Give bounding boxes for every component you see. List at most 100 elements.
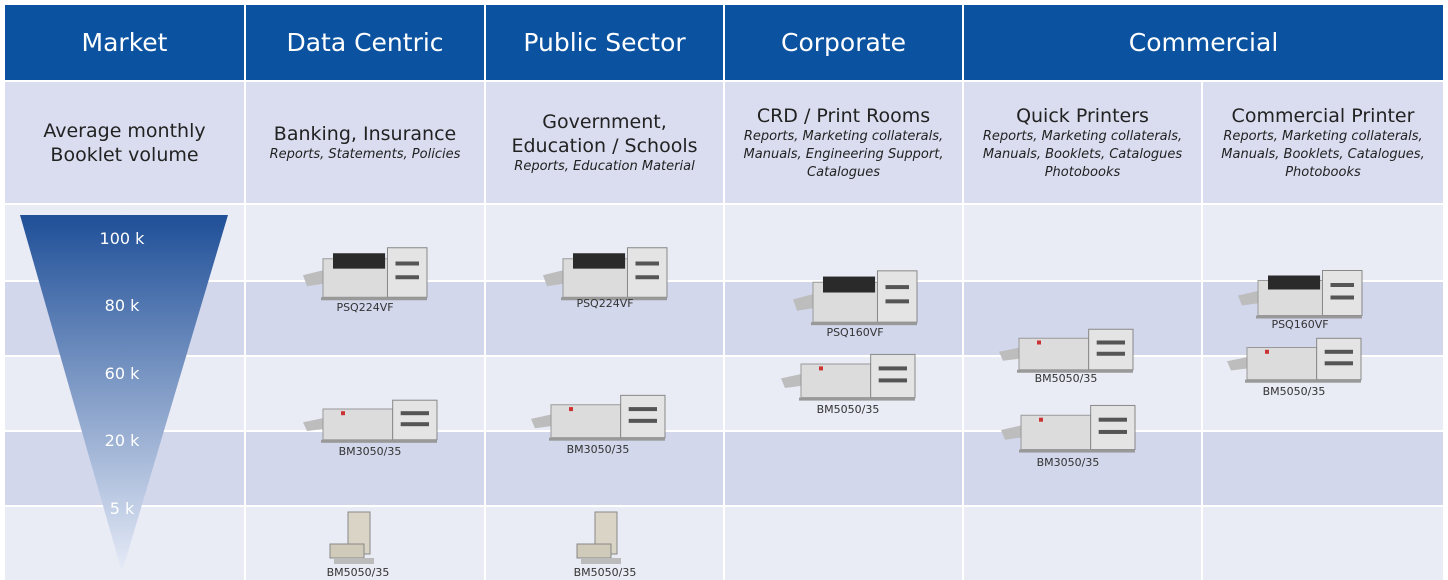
printer-part [1256, 315, 1362, 319]
product-label: BM5050/35 [1262, 385, 1326, 398]
band-cell [725, 205, 962, 280]
printer-part [392, 399, 438, 441]
printer-part [321, 297, 427, 301]
band-cell [725, 507, 962, 580]
product-label: BM5050/35 [816, 403, 880, 416]
printer-part [395, 275, 419, 280]
band-cell [1203, 205, 1443, 280]
printer-part [569, 407, 573, 412]
printer-icon [576, 511, 621, 564]
printer-part [303, 269, 325, 287]
product-label: BM5050/35 [1034, 372, 1098, 385]
printer-icon [1238, 270, 1363, 319]
segment-subtitle: Reports, Marketing collaterals, Manuals,… [743, 128, 944, 180]
printer-part [626, 247, 668, 298]
printer-part [1017, 369, 1133, 373]
header-cell: Commercial [964, 5, 1443, 80]
printer-part [1265, 349, 1269, 354]
printer-part [1321, 270, 1363, 316]
printer-part [1227, 356, 1249, 371]
printer-part [1020, 414, 1092, 451]
volume-level: 100 k [99, 229, 145, 248]
segment-cell: Commercial Printer Reports, Marketing col… [1203, 82, 1443, 203]
segment-title: Banking, Insurance [273, 122, 457, 145]
printer-part [322, 408, 394, 441]
printer-part [543, 269, 565, 287]
segment-title: CRD / Print Rooms [756, 104, 931, 127]
printer-part [811, 322, 917, 326]
band-cell [246, 432, 484, 505]
printer-part [1330, 295, 1354, 300]
printer-part [1324, 349, 1353, 354]
printer-icon [303, 399, 438, 443]
printer-part [333, 253, 386, 269]
printer-icon [999, 328, 1134, 373]
segment-cell: CRD / Print Rooms Reports, Marketing coll… [725, 82, 962, 203]
product-label: PSQ160VF [826, 326, 884, 339]
printer-part [549, 437, 665, 441]
printer-part [635, 275, 659, 280]
printer-icon [543, 247, 668, 301]
printer-part [1001, 425, 1023, 440]
printer-part [635, 261, 659, 266]
volume-level: 5 k [109, 499, 135, 518]
segment-cell: Quick Printers Reports, Marketing collate… [964, 82, 1201, 203]
band-cell [964, 205, 1201, 280]
header-cell: Data Centric [246, 5, 484, 80]
printer-part [1330, 283, 1354, 287]
printer-part [878, 366, 907, 371]
printer-part [628, 407, 657, 412]
segment-subtitle: Reports, Marketing collaterals, Manuals,… [982, 128, 1183, 180]
band-cell [1203, 507, 1443, 580]
printer-part [1316, 337, 1362, 381]
header-cell: Corporate [725, 5, 962, 80]
printer-part [1037, 340, 1041, 345]
header-cell: Market [5, 5, 244, 80]
printer-icon [1227, 337, 1362, 383]
segment-subtitle: Reports, Statements, Policies [269, 146, 461, 162]
printer-part [1098, 429, 1127, 434]
printer-part [1018, 337, 1090, 371]
band-cell [964, 507, 1201, 580]
printer-part [781, 373, 803, 388]
printer-icon [781, 353, 916, 401]
segment-title: Quick Printers [1016, 104, 1149, 127]
volume-level: 20 k [104, 431, 140, 450]
printer-part [386, 247, 428, 298]
printer-part [531, 414, 553, 429]
printer-part [576, 543, 612, 559]
printer-part [341, 411, 345, 416]
printer-part [1238, 290, 1260, 306]
printer-part [885, 285, 909, 290]
printer-part [878, 378, 907, 383]
printer-part [1246, 347, 1318, 381]
market-cell: Average monthly Booklet volume [5, 82, 244, 203]
product-label: BM5050/35 [573, 566, 637, 579]
product-label: BM3050/35 [566, 443, 630, 456]
printer-icon [531, 394, 666, 441]
printer-part [400, 411, 429, 416]
header-cell: Public Sector [486, 5, 723, 80]
printer-part [823, 276, 876, 293]
printer-part [876, 270, 918, 323]
product-label: BM3050/35 [338, 445, 402, 458]
product-label: PSQ224VF [576, 297, 634, 310]
segment-subtitle: Reports, Education Material [514, 158, 695, 174]
printer-part [1098, 417, 1127, 422]
printer-part [321, 439, 437, 443]
printer-part [1096, 351, 1125, 356]
printer-part [870, 353, 916, 399]
printer-part [1088, 328, 1134, 371]
segment-title: Government, Education / Schools [511, 110, 698, 157]
printer-part [628, 418, 657, 423]
product-label: BM5050/35 [326, 566, 390, 579]
volume-funnel [20, 215, 228, 572]
printer-part [581, 558, 621, 564]
printer-part [1039, 417, 1043, 422]
printer-icon [1001, 404, 1136, 453]
printer-part [303, 417, 325, 431]
printer-part [1324, 361, 1353, 366]
printer-part [819, 366, 823, 371]
band-cell [725, 432, 962, 505]
